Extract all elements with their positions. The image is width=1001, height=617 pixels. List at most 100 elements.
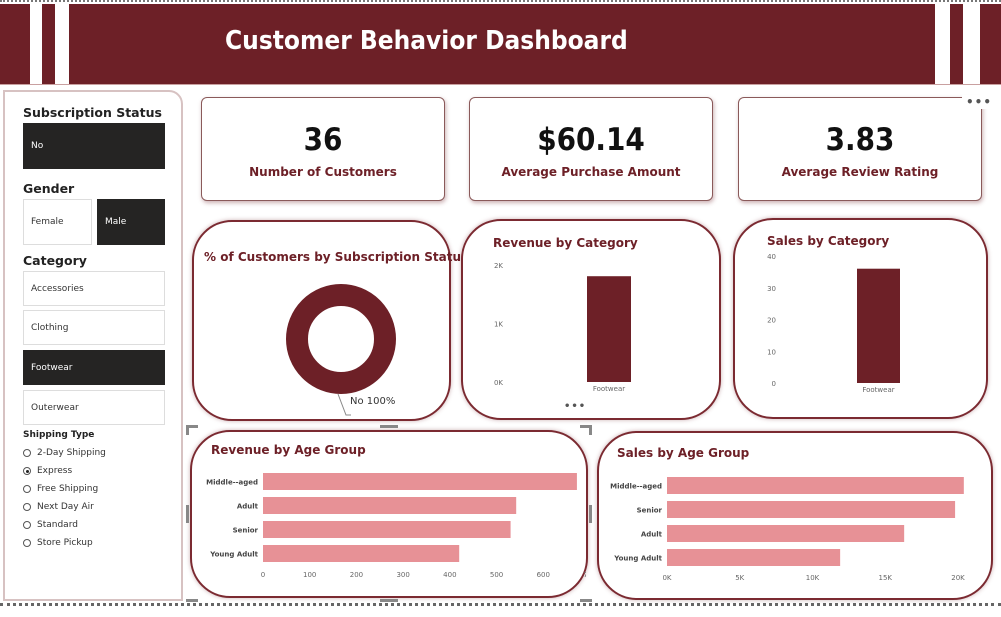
x-tick-label: 10K: [806, 574, 820, 582]
x-tick-label: 100: [303, 571, 316, 579]
radio-icon: [23, 521, 31, 529]
resize-handle[interactable]: [186, 505, 189, 523]
panel-sales-by-category: Sales by Category 0 10 20 30 40 Footwear: [733, 218, 988, 419]
y-category-label: Young Adult: [613, 555, 662, 563]
x-tick-label: 20K: [951, 574, 965, 582]
header-banner: [0, 4, 1001, 84]
kpi-label: Number of Customers: [249, 165, 397, 179]
shipping-option-2day[interactable]: 2-Day Shipping: [23, 448, 106, 458]
x-tick-label: 0: [261, 571, 265, 579]
kpi-value: 3.83: [825, 122, 895, 158]
category-option-outerwear[interactable]: Outerwear: [23, 390, 165, 425]
resize-handle[interactable]: [380, 425, 398, 428]
donut-slice-no: [286, 284, 396, 394]
kpi-value: 36: [303, 122, 343, 158]
shipping-option-standard[interactable]: Standard: [23, 520, 78, 530]
resize-handle[interactable]: [580, 425, 592, 428]
y-tick-label: 0: [772, 380, 776, 388]
y-category-label: Senior: [637, 507, 663, 515]
bar-middle-aged: [263, 473, 577, 490]
y-tick-label: 2K: [494, 262, 503, 270]
category-option-accessories[interactable]: Accessories: [23, 271, 165, 306]
radio-selected-icon: [23, 467, 31, 475]
resize-handle[interactable]: [186, 599, 198, 602]
kpi-label: Average Review Rating: [781, 165, 939, 179]
kpi-value: $60.14: [537, 122, 645, 158]
gender-option-male[interactable]: Male: [97, 199, 165, 245]
panel-revenue-by-age: Revenue by Age Group Middle--aged Adult Se…: [190, 430, 588, 598]
shipping-heading: Shipping Type: [23, 430, 95, 440]
resize-handle[interactable]: [186, 425, 189, 435]
more-options-icon[interactable]: •••: [564, 401, 587, 412]
y-category-label: Adult: [641, 531, 663, 539]
x-tick-label: 600: [537, 571, 550, 579]
bar-senior: [263, 521, 511, 538]
radio-icon: [23, 539, 31, 547]
x-tick-label: 15K: [879, 574, 893, 582]
kpi-label: Average Purchase Amount: [501, 165, 681, 179]
y-tick-label: 30: [767, 285, 776, 293]
bar-adult: [667, 525, 905, 542]
shipping-option-free[interactable]: Free Shipping: [23, 484, 98, 494]
y-tick-label: 40: [767, 253, 776, 261]
x-tick-label: 0K: [662, 574, 671, 582]
revenue-category-chart: 0K 1K 2K Footwear: [494, 262, 631, 393]
radio-label: Store Pickup: [37, 538, 93, 548]
header-separator: [0, 84, 1001, 85]
sales-age-chart: Middle--aged Senior Adult Young Adult 0K 5K 10…: [610, 477, 965, 582]
kpi-card-customers: 36 Number of Customers: [201, 97, 445, 201]
chart-title: Sales by Age Group: [617, 446, 750, 460]
shipping-option-express[interactable]: Express: [23, 466, 72, 476]
shipping-option-store-pickup[interactable]: Store Pickup: [23, 538, 93, 548]
chart-title: % of Customers by Subscription Status: [204, 250, 469, 264]
resize-handle[interactable]: [580, 599, 592, 602]
bar-middle-aged: [667, 477, 964, 494]
header-stripe: [55, 4, 69, 84]
resize-handle[interactable]: [589, 425, 592, 435]
y-category-label: Adult: [237, 503, 259, 511]
shipping-option-nextday[interactable]: Next Day Air: [23, 502, 94, 512]
chart-title: Revenue by Category: [493, 236, 638, 250]
bar-footwear: [857, 268, 900, 383]
panel-revenue-by-category: Revenue by Category 0K 1K 2K Footwear: [461, 219, 721, 420]
category-option-clothing[interactable]: Clothing: [23, 310, 165, 345]
bar-adult: [263, 497, 517, 514]
y-category-label: Middle--aged: [610, 483, 662, 491]
bar-footwear: [587, 276, 631, 382]
category-option-footwear[interactable]: Footwear: [23, 350, 165, 385]
chart-title: Sales by Category: [767, 234, 890, 248]
radio-label: Express: [37, 466, 73, 476]
y-category-label: Young Adult: [209, 551, 258, 559]
resize-handle[interactable]: [186, 425, 198, 428]
gender-option-female[interactable]: Female: [23, 199, 92, 245]
kpi-card-avg-purchase: $60.14 Average Purchase Amount: [469, 97, 713, 201]
dashboard-title: Customer Behavior Dashboard: [225, 26, 628, 56]
x-tick-label: Footwear: [862, 386, 894, 394]
panel-subscription-donut: % of Customers by Subscription Status No…: [192, 220, 468, 421]
resize-handle[interactable]: [589, 505, 592, 523]
y-category-label: Senior: [233, 527, 259, 535]
radio-icon: [23, 503, 31, 511]
radio-label: Free Shipping: [37, 484, 99, 494]
x-tick-label: 400: [443, 571, 456, 579]
radio-label: Next Day Air: [37, 502, 94, 512]
y-tick-label: 20: [767, 317, 776, 325]
bottom-dotted-border: [0, 603, 1001, 606]
donut-chart: [286, 284, 396, 416]
x-tick-label: 700: [583, 571, 586, 579]
subscription-option-no[interactable]: No: [23, 123, 165, 169]
category-heading: Category: [23, 253, 87, 268]
sales-category-chart: 0 10 20 30 40 Footwear: [767, 253, 900, 394]
radio-label: Standard: [37, 520, 78, 530]
more-options-icon[interactable]: •••: [962, 95, 997, 109]
header-stripe: [935, 4, 950, 84]
x-tick-label: 500: [490, 571, 503, 579]
kpi-card-avg-rating: 3.83 Average Review Rating: [738, 97, 982, 201]
bar-young-adult: [667, 549, 841, 566]
resize-handle[interactable]: [380, 599, 398, 602]
subscription-heading: Subscription Status: [23, 105, 162, 120]
donut-leader-line: [337, 393, 351, 416]
y-tick-label: 1K: [494, 321, 503, 329]
radio-icon: [23, 449, 31, 457]
